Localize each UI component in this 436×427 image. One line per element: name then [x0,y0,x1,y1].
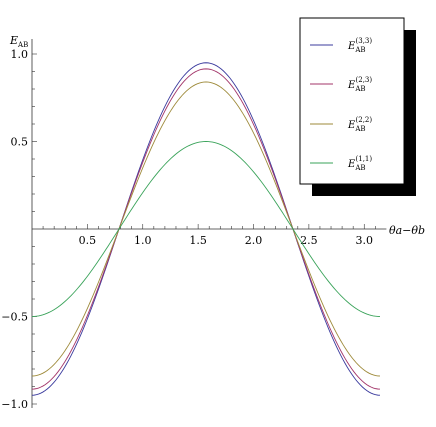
x-tick-label: 2.5 [300,234,318,247]
series-line-4 [31,141,380,317]
axes: 0.5 1.0 1.5 2.0 2.5 3.0 1.0 0.5 −0.5 −1.0 [1,39,387,411]
x-axis-label: θa−θb [389,224,425,237]
y-axis-label: EAB [9,34,28,49]
curves [31,62,380,396]
y-tick-label: −0.5 [1,311,28,324]
x-tick-label: 3.0 [356,234,374,247]
legend-entry-2: EAB(2,3) [347,76,372,93]
legend-entry-3: EAB(2,2) [347,116,372,133]
x-tick-label: 1.0 [134,234,152,247]
y-tick-label: 0.5 [11,136,29,149]
legend-entry-4: EAB(1,1) [347,155,372,172]
legend-entry-1: EAB(3,3) [347,37,372,54]
x-tick-label: 2.0 [245,234,263,247]
series-line-2 [31,68,380,390]
x-tick-label: 1.5 [189,234,207,247]
series-line-1 [31,62,380,396]
legend: EAB(3,3) EAB(2,3) EAB(2,2) EAB(1,1) [299,17,416,196]
y-tick-label: 1.0 [11,48,29,61]
x-tick-label: 0.5 [79,234,97,247]
series-line-3 [31,81,380,377]
y-tick-label: −1.0 [1,398,28,411]
legend-box [299,17,405,185]
